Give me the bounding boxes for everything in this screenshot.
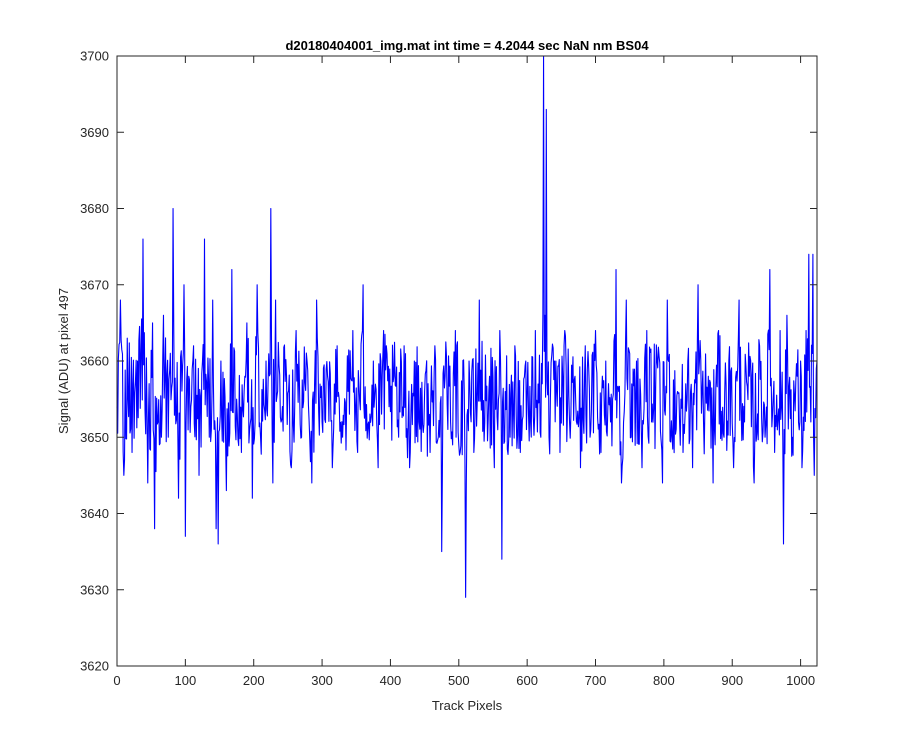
y-tick-label: 3630 [80, 582, 109, 597]
x-tick-label: 100 [175, 673, 197, 688]
y-tick-label: 3670 [80, 277, 109, 292]
y-tick-label: 3700 [80, 49, 109, 64]
y-tick-label: 3640 [80, 506, 109, 521]
x-tick-label: 900 [721, 673, 743, 688]
x-tick-label: 700 [585, 673, 607, 688]
y-tick-label: 3650 [80, 430, 109, 445]
x-axis-ticks: 0 100 200 300 400 500 600 700 800 900 1000 [113, 56, 815, 688]
x-tick-label: 0 [113, 673, 120, 688]
y-axis-label: Signal (ADU) at pixel 497 [56, 288, 71, 434]
x-tick-label: 600 [516, 673, 538, 688]
y-tick-label: 3660 [80, 354, 109, 369]
x-tick-label: 200 [243, 673, 265, 688]
x-tick-label: 1000 [786, 673, 815, 688]
x-tick-label: 400 [380, 673, 402, 688]
y-axis-ticks: 3620 3630 3640 3650 3660 3670 3680 3690 3700 [80, 49, 817, 674]
x-axis-label: Track Pixels [432, 698, 503, 713]
chart-title: d20180404001_img.mat int time = 4.2044 s… [285, 38, 649, 53]
x-tick-label: 300 [311, 673, 333, 688]
y-tick-label: 3690 [80, 125, 109, 140]
series-line [116, 55, 818, 598]
x-tick-label: 500 [448, 673, 470, 688]
plot-area [117, 56, 817, 666]
y-tick-label: 3620 [80, 659, 109, 674]
series-layer [116, 55, 818, 598]
x-tick-label: 800 [653, 673, 675, 688]
y-tick-label: 3680 [80, 201, 109, 216]
